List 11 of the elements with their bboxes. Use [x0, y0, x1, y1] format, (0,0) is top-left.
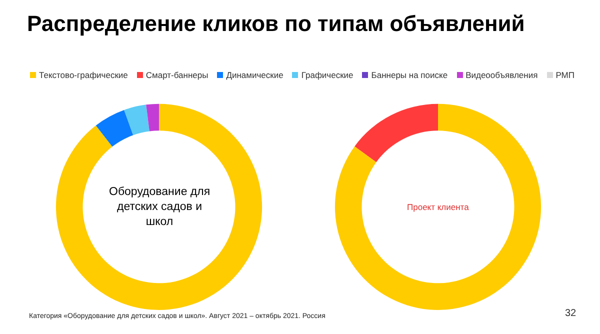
slice-label: Проект клиента: [407, 202, 470, 212]
legend-label: РМП: [556, 70, 574, 80]
legend-label: Текстово-графические: [39, 70, 128, 80]
legend-label: Графические: [301, 70, 354, 80]
text: 32: [565, 308, 577, 319]
legend-label: Смарт-баннеры: [146, 70, 208, 80]
legend-label: Динамические: [226, 70, 284, 80]
legend-label: Баннеры на поиске: [371, 70, 448, 80]
slice-label: Оборудование для детских садов и школ: [109, 186, 210, 228]
legend-label: Видеообъявления: [466, 70, 538, 80]
chart-title: Распределение кликов по типам объявлений: [27, 11, 525, 36]
